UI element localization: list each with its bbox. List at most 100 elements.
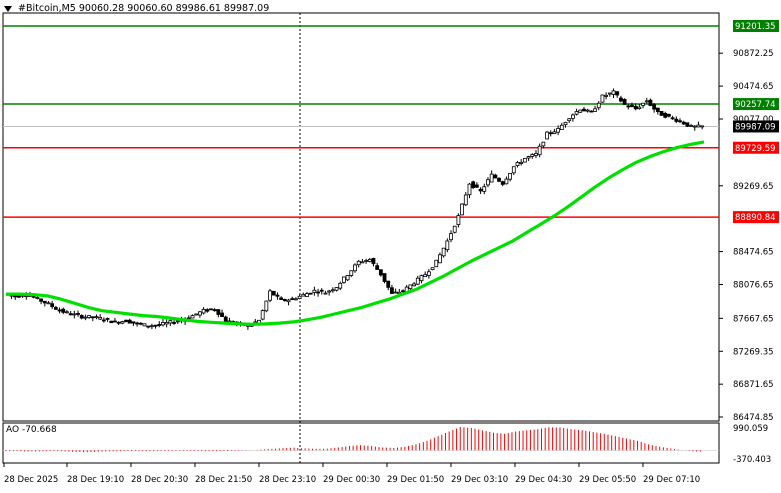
candle-body — [87, 315, 91, 318]
candle-body — [474, 184, 479, 188]
candle-body — [522, 158, 527, 163]
candle-body — [600, 94, 605, 103]
candle-body — [493, 174, 498, 179]
x-axis-tick-label: 28 Dec 23:10 — [259, 475, 316, 485]
candle-body — [316, 291, 320, 294]
candle-body — [460, 203, 465, 216]
candle-body — [342, 276, 346, 283]
candle-body — [670, 117, 675, 120]
candle-body — [13, 295, 18, 298]
level-price-label: 90257.74 — [735, 100, 776, 110]
candle-body — [482, 186, 487, 192]
candle-body — [146, 325, 151, 328]
candle-body — [445, 240, 450, 251]
candle-body — [471, 181, 476, 189]
dropdown-triangle-icon[interactable] — [4, 5, 12, 12]
candle-body — [197, 311, 202, 316]
candle-body — [286, 299, 291, 303]
candle-body — [83, 316, 88, 319]
level-price-label: 91201.35 — [735, 22, 776, 32]
y-axis-tick-label: 90077.00 — [733, 115, 774, 125]
candle-body — [131, 321, 136, 324]
candle-body — [655, 107, 660, 112]
candle-body — [397, 291, 402, 295]
current-price-tag — [733, 120, 779, 133]
candle-body — [419, 275, 424, 282]
candle-body — [452, 225, 457, 233]
candle-body — [596, 102, 601, 109]
candle-body — [563, 121, 568, 126]
candle-body — [101, 319, 106, 322]
candle-body — [641, 102, 645, 106]
candle-body — [412, 283, 416, 287]
candle-body — [519, 161, 524, 164]
candle-body — [330, 289, 335, 292]
candle-body — [681, 121, 686, 125]
candle-body — [290, 298, 295, 301]
x-axis-tick-label: 29 Dec 05:50 — [579, 475, 636, 485]
y-axis-tick-label: 90474.65 — [733, 82, 774, 92]
candle-body — [349, 270, 354, 276]
candle-body — [124, 319, 128, 323]
candle-body — [161, 321, 165, 326]
symbol-label: #Bitcoin,M5 — [18, 3, 76, 14]
candle-body — [659, 111, 664, 116]
level-price-tag — [733, 211, 779, 224]
candle-body — [345, 275, 350, 281]
candle-body — [297, 295, 302, 299]
candle-body — [61, 308, 66, 313]
ao-indicator-label: AO -70.668 — [6, 425, 57, 435]
candle-body — [68, 313, 73, 316]
level-price-label: 89729.59 — [735, 144, 776, 154]
candle-body — [678, 120, 682, 123]
candle-body — [700, 125, 705, 128]
candle-body — [386, 280, 391, 288]
y-axis-tick-label: 90872.25 — [733, 49, 774, 59]
x-axis-tick-label: 29 Dec 03:10 — [451, 475, 508, 485]
candle-body — [408, 284, 413, 289]
candle-body — [497, 177, 501, 182]
candle-body — [541, 141, 546, 147]
ohlc-values: 90060.28 90060.60 89986.61 89987.09 — [78, 3, 270, 14]
candle-body — [105, 318, 110, 320]
candle-body — [220, 312, 224, 317]
candle-body — [35, 297, 40, 299]
candle-body — [633, 105, 638, 110]
candle-body — [168, 320, 173, 324]
candle-body — [611, 90, 616, 95]
candle-body — [356, 260, 361, 266]
candle-body — [456, 215, 461, 226]
candle-body — [127, 319, 132, 324]
candle-body — [589, 110, 594, 113]
ao-plot-frame — [2, 422, 720, 464]
candle-body — [164, 322, 169, 325]
candle-body — [500, 181, 505, 185]
candle-body — [42, 300, 47, 304]
candle-body — [489, 173, 494, 183]
x-axis-tick-label: 28 Dec 19:10 — [67, 475, 124, 485]
candle-body — [72, 313, 77, 316]
candle-body — [334, 287, 339, 291]
candle-body — [423, 274, 428, 278]
candle-body — [46, 302, 51, 305]
candle-body — [401, 290, 405, 293]
candle-body — [674, 118, 679, 122]
candle-body — [607, 92, 612, 95]
ao-scale-top: 990.059 — [733, 424, 768, 434]
candle-body — [142, 323, 147, 327]
candle-body — [615, 91, 620, 96]
candle-body — [644, 100, 649, 103]
y-axis-tick-label: 89269.65 — [733, 182, 774, 192]
level-price-tag — [733, 98, 779, 111]
candle-body — [375, 265, 380, 270]
candle-body — [120, 321, 125, 324]
y-axis-tick-label: 86474.85 — [733, 413, 774, 423]
chart-header: #Bitcoin,M5 90060.28 90060.60 89986.61 8… — [4, 3, 269, 14]
candle-body — [574, 111, 579, 115]
moving-average-line — [6, 140, 705, 326]
y-axis-tick-label: 86871.65 — [733, 380, 774, 390]
y-axis-tick-label: 88474.65 — [733, 248, 774, 258]
candle-body — [696, 124, 701, 128]
